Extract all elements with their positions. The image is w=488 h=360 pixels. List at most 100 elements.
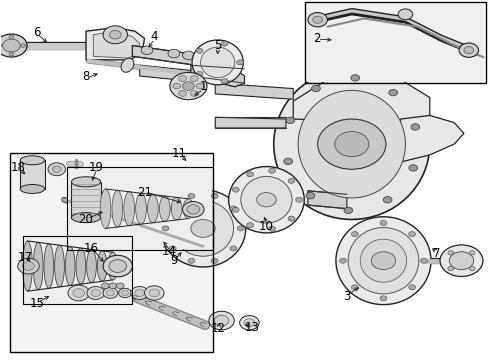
Circle shape <box>307 13 327 27</box>
Circle shape <box>334 132 368 157</box>
Circle shape <box>186 205 199 214</box>
Circle shape <box>190 220 215 237</box>
Bar <box>305 3 485 83</box>
Circle shape <box>317 119 385 169</box>
Circle shape <box>116 283 124 289</box>
Ellipse shape <box>335 217 430 305</box>
Text: 6: 6 <box>34 27 41 40</box>
Ellipse shape <box>159 196 170 221</box>
Bar <box>20 160 44 189</box>
Circle shape <box>295 197 302 202</box>
Bar <box>67 168 211 249</box>
Circle shape <box>103 288 118 298</box>
Circle shape <box>196 83 203 89</box>
Circle shape <box>9 52 14 56</box>
Circle shape <box>408 165 417 171</box>
Circle shape <box>232 187 239 192</box>
Circle shape <box>68 285 89 301</box>
Circle shape <box>221 41 227 46</box>
Ellipse shape <box>192 40 243 85</box>
Circle shape <box>343 207 352 213</box>
Circle shape <box>18 258 39 274</box>
Circle shape <box>9 35 14 39</box>
Circle shape <box>439 245 482 276</box>
Circle shape <box>256 193 276 207</box>
Circle shape <box>2 39 20 52</box>
Circle shape <box>167 49 179 58</box>
Bar <box>306 4 484 82</box>
Ellipse shape <box>147 195 158 223</box>
Circle shape <box>122 291 128 296</box>
Circle shape <box>383 197 391 203</box>
Ellipse shape <box>65 247 75 285</box>
Circle shape <box>350 75 359 81</box>
Text: 14: 14 <box>161 245 176 258</box>
Circle shape <box>178 76 186 81</box>
Polygon shape <box>293 72 429 123</box>
Circle shape <box>379 221 386 226</box>
Circle shape <box>351 231 358 237</box>
Circle shape <box>285 117 294 123</box>
Text: 20: 20 <box>79 213 93 226</box>
Text: 17: 17 <box>18 251 33 264</box>
Circle shape <box>370 252 395 270</box>
Text: 5: 5 <box>214 39 221 52</box>
Circle shape <box>182 51 194 60</box>
Circle shape <box>169 72 206 100</box>
Ellipse shape <box>347 228 418 294</box>
Circle shape <box>188 194 194 198</box>
Text: 21: 21 <box>137 186 152 199</box>
Circle shape <box>244 319 254 327</box>
Circle shape <box>119 288 131 298</box>
Circle shape <box>447 266 453 271</box>
Text: 13: 13 <box>244 321 259 334</box>
Circle shape <box>162 226 168 231</box>
Circle shape <box>246 172 253 177</box>
Circle shape <box>408 231 415 237</box>
Polygon shape <box>400 116 463 162</box>
Circle shape <box>287 216 294 221</box>
Text: 2: 2 <box>312 32 320 45</box>
Circle shape <box>239 316 259 330</box>
Circle shape <box>182 82 194 90</box>
Circle shape <box>141 46 153 54</box>
Circle shape <box>169 246 176 251</box>
Text: 10: 10 <box>259 220 273 233</box>
Bar <box>66 167 212 250</box>
Circle shape <box>211 258 218 263</box>
Circle shape <box>463 46 473 54</box>
Circle shape <box>109 31 121 39</box>
Ellipse shape <box>44 244 54 288</box>
Circle shape <box>208 311 234 330</box>
Circle shape <box>190 91 198 96</box>
Ellipse shape <box>55 245 64 287</box>
Polygon shape <box>315 9 470 53</box>
Circle shape <box>211 194 218 198</box>
Ellipse shape <box>228 167 304 233</box>
Ellipse shape <box>160 190 245 267</box>
Circle shape <box>106 290 114 296</box>
Ellipse shape <box>20 184 44 193</box>
Circle shape <box>182 202 203 217</box>
Ellipse shape <box>71 177 101 187</box>
Circle shape <box>190 76 198 81</box>
Circle shape <box>311 85 320 92</box>
Ellipse shape <box>22 241 32 291</box>
Circle shape <box>188 258 194 263</box>
Circle shape <box>408 285 415 290</box>
Circle shape <box>48 163 65 176</box>
Ellipse shape <box>183 199 193 219</box>
Circle shape <box>87 287 104 300</box>
Circle shape <box>214 315 228 326</box>
Circle shape <box>52 166 61 172</box>
Text: 9: 9 <box>170 254 177 267</box>
Text: 8: 8 <box>82 69 89 82</box>
Ellipse shape <box>86 249 96 283</box>
Bar <box>71 182 101 218</box>
Circle shape <box>0 44 2 47</box>
Circle shape <box>172 83 180 89</box>
Circle shape <box>388 89 397 96</box>
Circle shape <box>283 158 292 165</box>
Ellipse shape <box>171 197 182 220</box>
Circle shape <box>109 260 126 273</box>
